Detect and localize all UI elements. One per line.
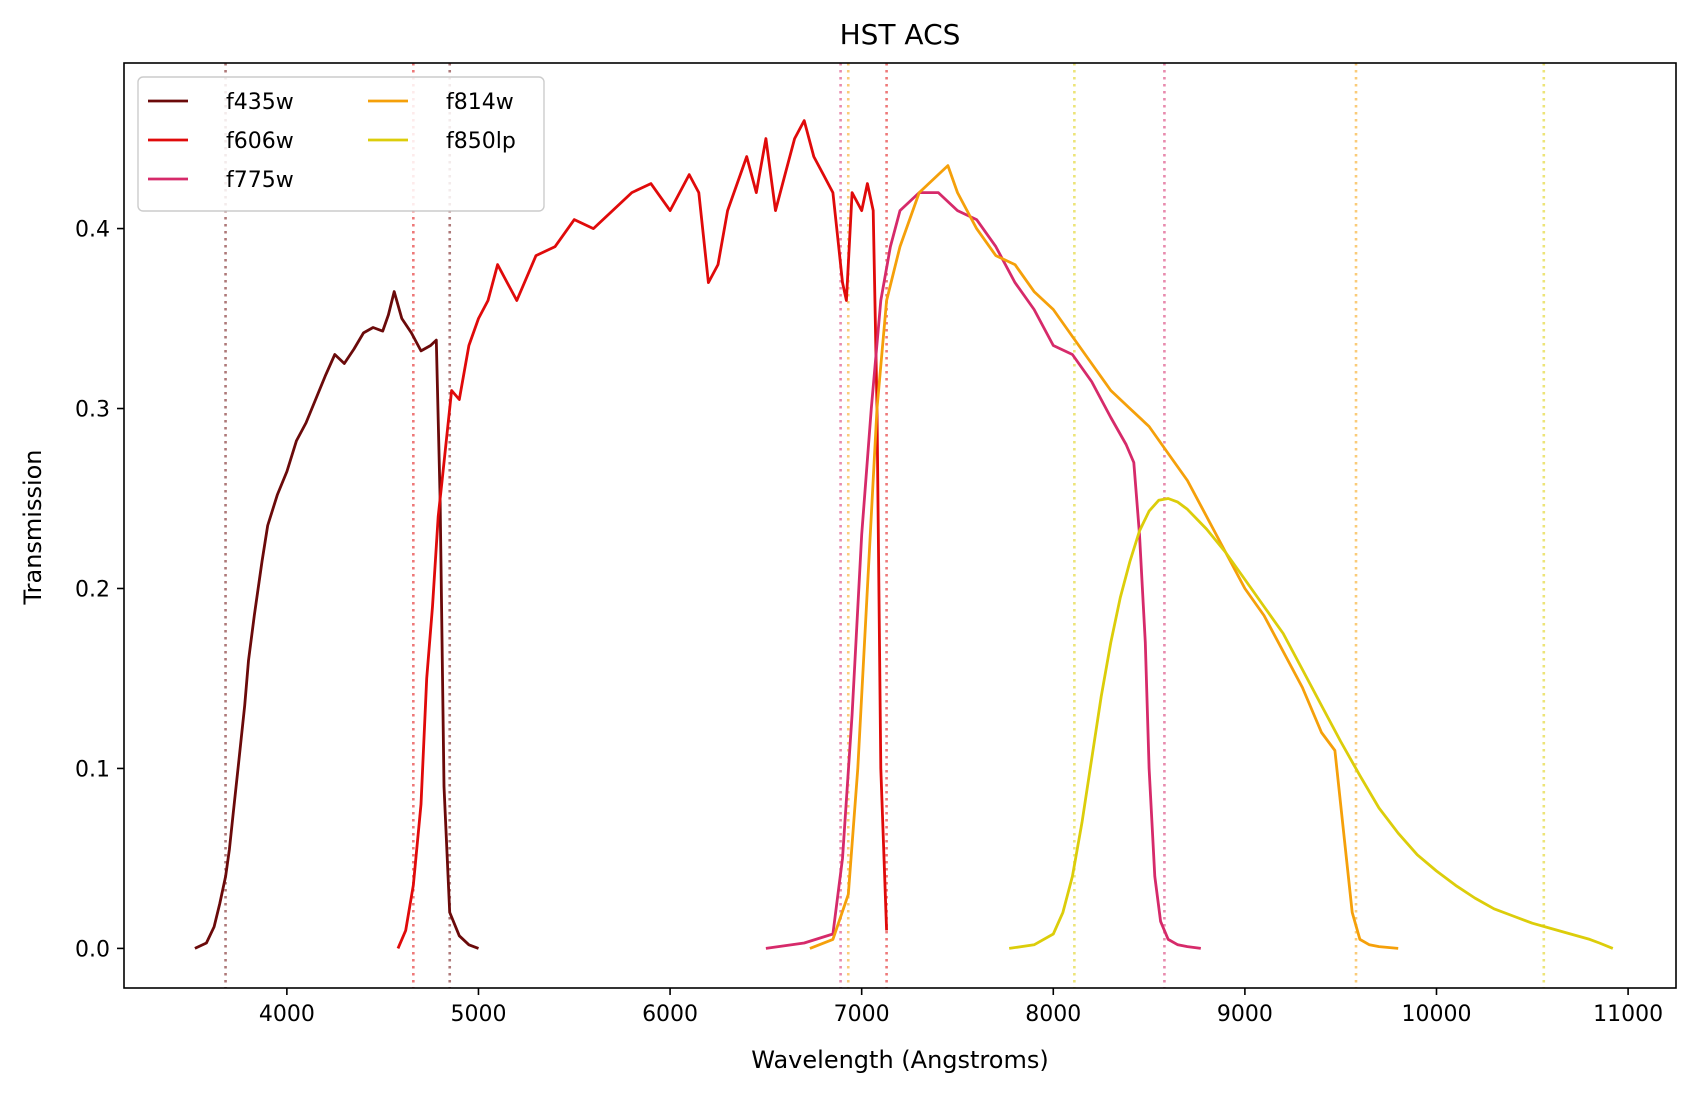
y-tick-label: 0.1	[75, 757, 110, 782]
legend-label-f606w: f606w	[226, 129, 294, 154]
y-axis: 0.0 0.1 0.2 0.3 0.4	[75, 218, 124, 962]
series-line-f775w	[765, 191, 1201, 950]
series-line-f435w	[194, 290, 479, 950]
y-tick-label: 0.3	[75, 398, 110, 423]
legend-label-f435w: f435w	[226, 90, 294, 115]
x-tick-label: 6000	[642, 1002, 698, 1027]
plot-frame	[123, 62, 1677, 989]
x-tick-label: 4000	[259, 1002, 315, 1027]
legend-label-f775w: f775w	[226, 168, 294, 193]
reference-lines	[224, 63, 1546, 988]
y-tick-label: 0.0	[75, 937, 110, 962]
y-tick-label: 0.2	[75, 577, 110, 602]
legend-label-f850lp: f850lp	[446, 129, 516, 154]
x-axis: 4000 5000 6000 7000 8000 9000 10000 11000	[259, 988, 1663, 1027]
x-tick-label: 10000	[1401, 1002, 1471, 1027]
legend-frame	[137, 76, 545, 212]
legend: f435w f606w f775w f814w f850lp	[137, 76, 545, 212]
x-tick-label: 11000	[1593, 1002, 1663, 1027]
x-tick-label: 8000	[1025, 1002, 1081, 1027]
chart-title: HST ACS	[840, 18, 961, 51]
y-axis-label: Transmission	[19, 449, 47, 605]
x-tick-label: 7000	[834, 1002, 890, 1027]
series-lines	[194, 119, 1614, 950]
series-line-f850lp	[1008, 497, 1614, 950]
legend-label-f814w: f814w	[446, 90, 514, 115]
x-tick-label: 9000	[1217, 1002, 1273, 1027]
x-axis-label: Wavelength (Angstroms)	[751, 1046, 1048, 1074]
x-tick-label: 5000	[450, 1002, 506, 1027]
series-line-f814w	[809, 164, 1399, 950]
series-line-f606w	[396, 119, 888, 949]
y-tick-label: 0.4	[75, 218, 110, 243]
